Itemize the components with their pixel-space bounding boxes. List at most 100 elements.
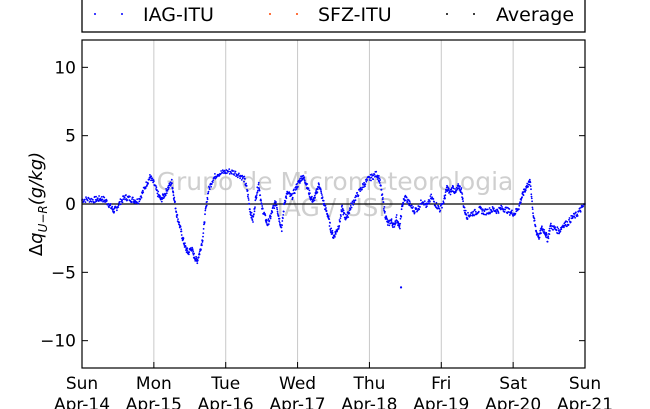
data-point-458 [254,199,257,202]
data-point-1183 [497,212,500,214]
data-point-187 [159,195,161,198]
data-point-244 [177,218,179,221]
data-point-448 [251,219,254,222]
data-point-1052 [449,193,452,196]
data-point-1118 [469,214,472,217]
data-point-383 [223,169,226,172]
data-point-89 [119,198,122,201]
data-point-1298 [537,234,540,237]
data-point-168 [152,181,155,184]
data-point-533 [276,206,278,209]
data-point-845 [377,176,379,179]
data-point-1402 [576,213,579,216]
data-point-1162 [488,207,491,209]
data-point-422 [244,178,246,180]
data-point-1033 [444,197,446,200]
y-axis-title-base: q [26,232,47,243]
data-point-705 [328,218,331,221]
data-point-1327 [545,233,548,236]
data-point-175 [154,184,157,187]
data-point-1128 [474,208,476,211]
data-point-728 [334,233,337,235]
data-point-783 [351,202,353,205]
data-point-1254 [524,189,527,192]
data-point-1046 [447,187,450,190]
data-point-881 [387,221,390,224]
data-point-532 [275,204,278,207]
data-point-524 [273,207,276,210]
data-point-943 [405,196,408,199]
data-point-877 [386,218,389,221]
data-point-453 [253,213,255,216]
data-point-1222 [514,212,517,215]
data-point-231 [173,196,176,199]
data-point-860 [381,193,384,196]
legend-label-iag-itu: IAG-ITU [143,4,214,26]
data-point-307 [195,255,198,258]
data-point-1275 [530,197,533,200]
data-point-128 [136,198,139,201]
data-point-700 [326,214,329,216]
data-point-974 [419,206,421,208]
x-tick-day-0: Sun [66,374,98,394]
data-point-402 [234,170,237,173]
data-point-780 [349,205,352,207]
data-point-141 [141,189,144,192]
data-point-400 [233,174,236,176]
data-point-392 [228,173,231,175]
data-point-419 [243,180,245,183]
legend-marker-iag-itu-2 [121,13,123,15]
data-point-1180 [496,208,499,211]
legend-marker-average-1 [446,13,448,15]
data-point-154 [147,182,150,185]
data-point-869 [384,210,386,213]
data-point-493 [264,214,267,217]
data-point-271 [184,246,187,248]
data-point-716 [331,229,334,232]
data-point-629 [306,183,309,185]
data-point-710 [329,230,332,232]
data-point-1397 [574,216,576,219]
data-point-90 [119,203,122,206]
data-point-738 [337,227,340,230]
data-point-255 [180,228,183,231]
data-point-149 [145,181,148,184]
data-point-38 [100,199,103,202]
data-point-1270 [529,181,532,184]
data-point-326 [200,243,203,245]
data-point-865 [382,208,385,210]
data-point-87 [118,201,121,203]
data-point-182 [157,190,160,193]
data-point-1015 [436,207,439,210]
data-point-1203 [506,212,509,215]
data-point-478 [260,199,262,202]
data-point-1271 [529,185,532,188]
data-point-349 [207,192,210,195]
data-point-1346 [552,228,554,231]
data-point-248 [178,221,181,224]
data-point-1284 [533,217,536,220]
x-tick-day-2: Tue [210,374,240,394]
data-point-743 [339,220,341,223]
data-point-432 [246,195,249,198]
data-point-947 [407,202,410,205]
data-point-1017 [437,205,440,208]
watermark: Grupo de Micrometeorologia IAG / USP [157,167,514,222]
data-point-1172 [493,207,495,210]
data-point-469 [257,183,260,186]
data-point-720 [332,237,335,240]
data-point-135 [139,198,142,201]
data-point-401 [234,172,236,175]
data-point-755 [342,209,345,212]
data-point-786 [352,203,355,206]
data-point-236 [174,207,177,210]
data-point-12 [88,197,90,200]
data-point-300 [193,252,196,255]
data-point-59 [109,204,112,207]
data-point-1302 [538,236,541,239]
data-point-217 [169,184,172,187]
x-tick-date-4: Apr-18 [341,395,397,409]
data-point-604 [299,177,302,180]
data-point-1268 [528,178,531,181]
data-point-1309 [540,226,543,229]
